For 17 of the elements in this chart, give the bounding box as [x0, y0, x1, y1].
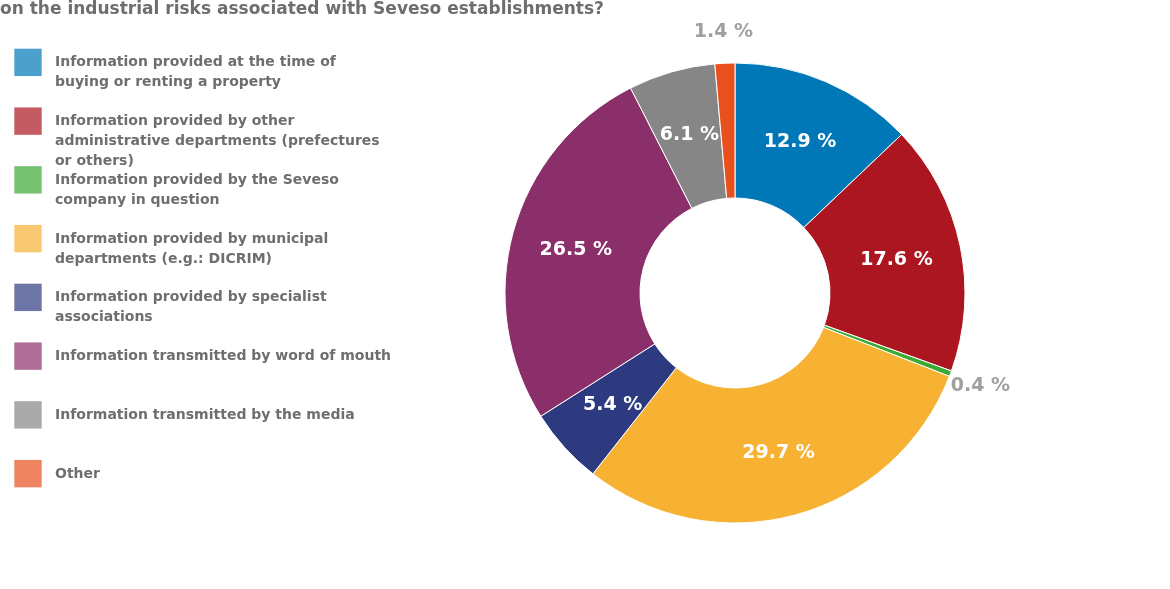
legend-label: Information provided by municipal departments (e.g.: DICRIM): [55, 229, 329, 266]
data-label: 26.5 %: [539, 237, 613, 260]
data-label: 5.4 %: [582, 391, 643, 414]
data-label: 6.1 %: [659, 122, 720, 145]
legend-label: Information provided by other administrative departments (prefectures or others): [55, 112, 380, 169]
data-label: 17.6 %: [860, 247, 933, 270]
chart-title: on the industrial risks associated with Seveso establishments?: [0, 0, 604, 19]
legend-label: Information provided at the time of buying or renting a property: [55, 53, 337, 90]
data-label: 29.7 %: [742, 440, 815, 463]
legend-label: Other: [55, 464, 101, 481]
legend-label: Information transmitted by word of mouth: [55, 347, 392, 364]
data-label: 0.4 %: [950, 372, 1011, 395]
legend-label: Information provided by specialist associations: [55, 288, 327, 325]
legend-label: Information provided by the Seveso company in question: [55, 170, 340, 207]
data-label: 12.9 %: [763, 129, 837, 152]
legend-label: Information transmitted by the media: [55, 405, 355, 422]
data-label: 1.4 %: [693, 19, 754, 42]
